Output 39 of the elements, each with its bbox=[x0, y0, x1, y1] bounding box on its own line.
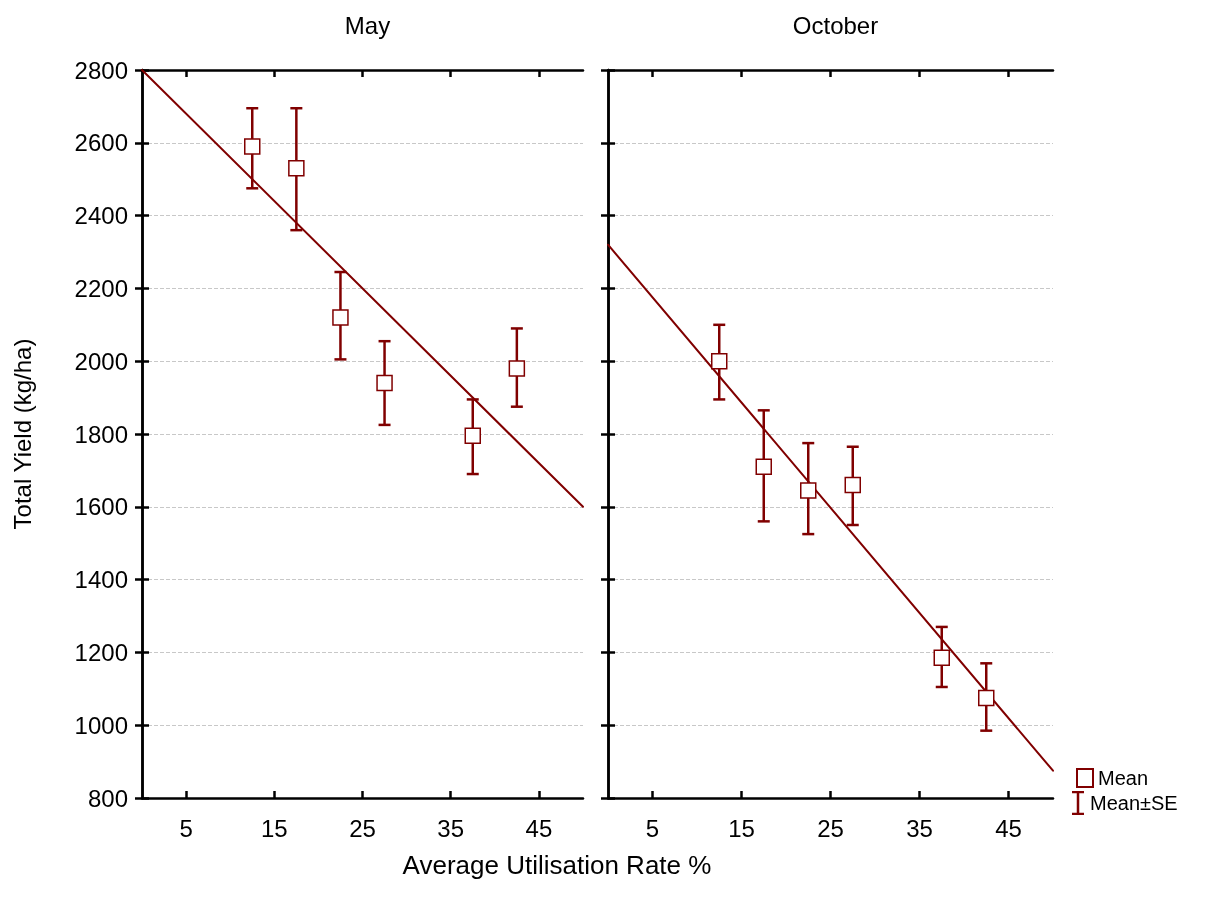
point bbox=[508, 360, 526, 377]
x-tick-label: 35 bbox=[906, 814, 933, 842]
y-tick-label: 2600 bbox=[74, 129, 128, 157]
y-tick-label: 1200 bbox=[74, 638, 128, 666]
point bbox=[464, 427, 481, 445]
point bbox=[711, 352, 728, 370]
chart-title: October bbox=[792, 11, 879, 39]
x-tick-label: 35 bbox=[437, 814, 465, 842]
y-axis-title: Total Yield (kg/ha) bbox=[8, 338, 36, 530]
legend-label: Mean bbox=[1098, 767, 1149, 789]
y-tick-label: 1400 bbox=[74, 566, 128, 594]
point bbox=[844, 476, 861, 494]
chart-title: May bbox=[344, 11, 391, 39]
x-tick-label: 5 bbox=[179, 814, 193, 842]
x-tick-label: 45 bbox=[525, 814, 553, 842]
y-tick-label: 2200 bbox=[74, 274, 128, 302]
x-tick-label: 25 bbox=[817, 814, 844, 842]
x-tick-label: 15 bbox=[728, 814, 755, 842]
x-tick-label: 45 bbox=[995, 814, 1022, 842]
y-tick-label: 1000 bbox=[74, 711, 128, 739]
point bbox=[800, 482, 817, 499]
y-tick-label: 800 bbox=[87, 784, 128, 812]
point bbox=[332, 309, 349, 326]
point bbox=[288, 160, 305, 177]
x-axis-title: Average Utilisation Rate % bbox=[401, 850, 713, 881]
point bbox=[244, 138, 261, 155]
point bbox=[933, 649, 950, 667]
y-tick-label: 1600 bbox=[74, 493, 128, 521]
point bbox=[376, 374, 393, 392]
text: Mean±SE bbox=[1090, 791, 1178, 815]
x-tick-label: 5 bbox=[645, 814, 660, 842]
x-tick-label: 15 bbox=[260, 814, 288, 842]
y-tick-label: 1800 bbox=[74, 420, 128, 448]
y-tick-label: 2800 bbox=[74, 56, 128, 84]
y-tick-label: 2000 bbox=[74, 347, 128, 375]
y-tick-label: 2400 bbox=[74, 202, 128, 230]
x-tick-label: 25 bbox=[349, 814, 376, 842]
point bbox=[978, 689, 995, 707]
point bbox=[755, 458, 772, 476]
